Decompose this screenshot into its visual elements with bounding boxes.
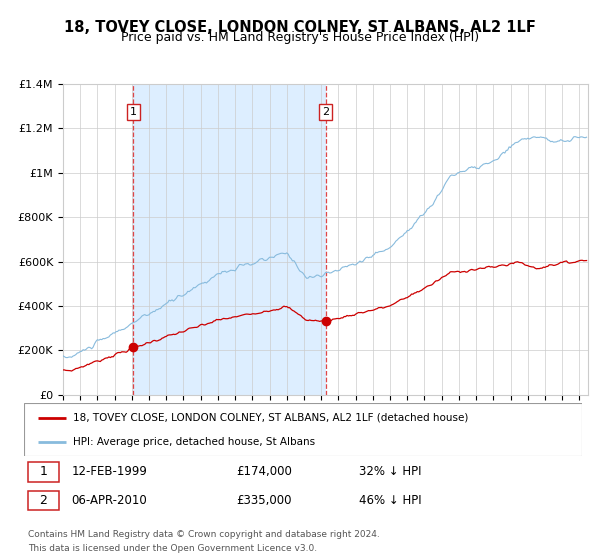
Text: Contains HM Land Registry data © Crown copyright and database right 2024.: Contains HM Land Registry data © Crown c… bbox=[28, 530, 380, 539]
Bar bbox=[28, 491, 59, 510]
Text: 2: 2 bbox=[40, 494, 47, 507]
Text: £174,000: £174,000 bbox=[236, 465, 292, 478]
Text: 2: 2 bbox=[322, 107, 329, 117]
Text: 18, TOVEY CLOSE, LONDON COLNEY, ST ALBANS, AL2 1LF: 18, TOVEY CLOSE, LONDON COLNEY, ST ALBAN… bbox=[64, 20, 536, 35]
Text: £335,000: £335,000 bbox=[236, 494, 292, 507]
Text: 32% ↓ HPI: 32% ↓ HPI bbox=[359, 465, 421, 478]
Bar bbox=[133, 84, 325, 395]
Text: 12-FEB-1999: 12-FEB-1999 bbox=[71, 465, 148, 478]
Text: Price paid vs. HM Land Registry's House Price Index (HPI): Price paid vs. HM Land Registry's House … bbox=[121, 31, 479, 44]
Text: 1: 1 bbox=[130, 107, 137, 117]
Text: 1: 1 bbox=[40, 465, 47, 478]
Bar bbox=[28, 462, 59, 482]
Text: This data is licensed under the Open Government Licence v3.0.: This data is licensed under the Open Gov… bbox=[28, 544, 317, 553]
Text: HPI: Average price, detached house, St Albans: HPI: Average price, detached house, St A… bbox=[73, 437, 315, 447]
Text: 46% ↓ HPI: 46% ↓ HPI bbox=[359, 494, 421, 507]
Text: 18, TOVEY CLOSE, LONDON COLNEY, ST ALBANS, AL2 1LF (detached house): 18, TOVEY CLOSE, LONDON COLNEY, ST ALBAN… bbox=[73, 413, 469, 423]
Text: 06-APR-2010: 06-APR-2010 bbox=[71, 494, 147, 507]
